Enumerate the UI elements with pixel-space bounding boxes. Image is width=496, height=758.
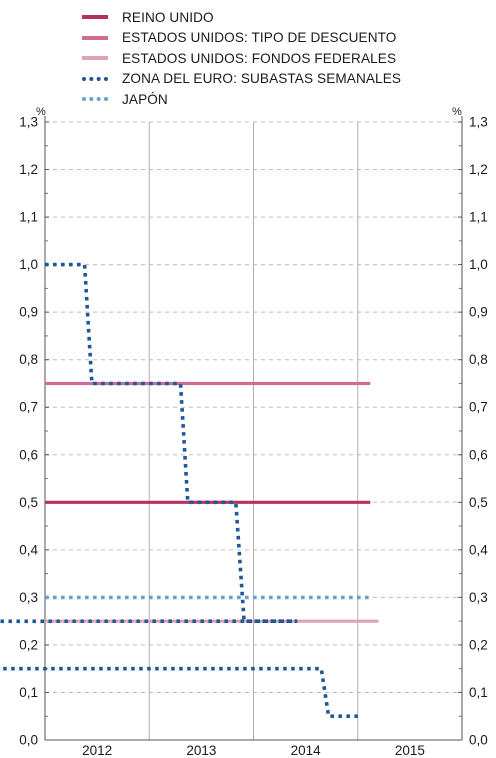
x-tick-label: 2015: [395, 743, 425, 758]
y-tick-label-left: 0,6: [19, 447, 38, 462]
grid: [45, 122, 462, 740]
legend-label: JAPÓN: [122, 92, 168, 107]
y-tick-label-right: 0,3: [469, 590, 488, 605]
legend: REINO UNIDO ESTADOS UNIDOS: TIPO DE DESC…: [82, 7, 401, 110]
legend-swatch: [82, 36, 108, 40]
series-line: [0, 265, 358, 717]
y-tick-label-right: 0,2: [469, 637, 488, 652]
y-tick-label-right: 0,0: [469, 733, 488, 748]
x-tick-labels: 2012 2013 2014 2015: [82, 743, 425, 758]
legend-item: ESTADOS UNIDOS: FONDOS FEDERALES: [82, 48, 401, 69]
x-tick-label: 2013: [186, 743, 216, 758]
y-tick-label-left: 0,4: [19, 542, 38, 557]
legend-item: ESTADOS UNIDOS: TIPO DE DESCUENTO: [82, 28, 401, 49]
legend-swatch: [82, 56, 108, 60]
legend-swatch: [82, 77, 108, 81]
y-tick-label-right: 1,1: [469, 210, 488, 225]
y-tick-labels-right: 0,0 0,1 0,2 0,3 0,4 0,5 0,6 0,7 0,8 0,9 1,0 1,1 1,2 1…: [469, 115, 488, 748]
y-tick-label-left: 0,5: [19, 495, 38, 510]
legend-item: JAPÓN: [82, 89, 401, 110]
y-tick-label-left: 1,0: [19, 257, 38, 272]
y-tick-labels-left: 0,0 0,1 0,2 0,3 0,4 0,5 0,6 0,7 0,8 0,9 1,0 1,1 1,2 1…: [19, 115, 38, 748]
y-tick-label-right: 0,7: [469, 400, 488, 415]
y-tick-label-left: 0,9: [19, 305, 38, 320]
y-unit-right: %: [452, 106, 462, 118]
legend-swatch: [82, 15, 108, 19]
y-tick-label-right: 0,6: [469, 447, 488, 462]
y-tick-label-left: 0,3: [19, 590, 38, 605]
y-tick-label-left: 0,8: [19, 352, 38, 367]
legend-item: REINO UNIDO: [82, 7, 401, 28]
y-tick-label-right: 0,9: [469, 305, 488, 320]
legend-item: ZONA DEL EURO: SUBASTAS SEMANALES: [82, 69, 401, 90]
y-tick-label-right: 1,0: [469, 257, 488, 272]
y-tick-label-right: 0,8: [469, 352, 488, 367]
y-tick-label-left: 0,1: [19, 685, 38, 700]
legend-swatch: [82, 97, 108, 101]
y-tick-label-right: 0,4: [469, 542, 488, 557]
y-tick-label-left: 0,2: [19, 637, 38, 652]
y-tick-label-left: 0,0: [19, 733, 38, 748]
y-tick-label-right: 0,1: [469, 685, 488, 700]
legend-label: REINO UNIDO: [122, 10, 214, 25]
x-tick-label: 2012: [82, 743, 112, 758]
legend-label: ZONA DEL EURO: SUBASTAS SEMANALES: [122, 71, 401, 86]
legend-label: ESTADOS UNIDOS: FONDOS FEDERALES: [122, 51, 396, 66]
y-tick-label-left: 1,1: [19, 210, 38, 225]
series-lines: [0, 265, 379, 717]
y-tick-label-right: 0,5: [469, 495, 488, 510]
y-tick-label-right: 1,2: [469, 162, 488, 177]
y-tick-label-right: 1,3: [469, 115, 488, 130]
y-tick-label-left: 0,7: [19, 400, 38, 415]
y-tick-label-left: 1,3: [19, 115, 38, 130]
x-tick-label: 2014: [291, 743, 322, 758]
y-tick-label-left: 1,2: [19, 162, 38, 177]
legend-label: ESTADOS UNIDOS: TIPO DE DESCUENTO: [122, 30, 396, 45]
